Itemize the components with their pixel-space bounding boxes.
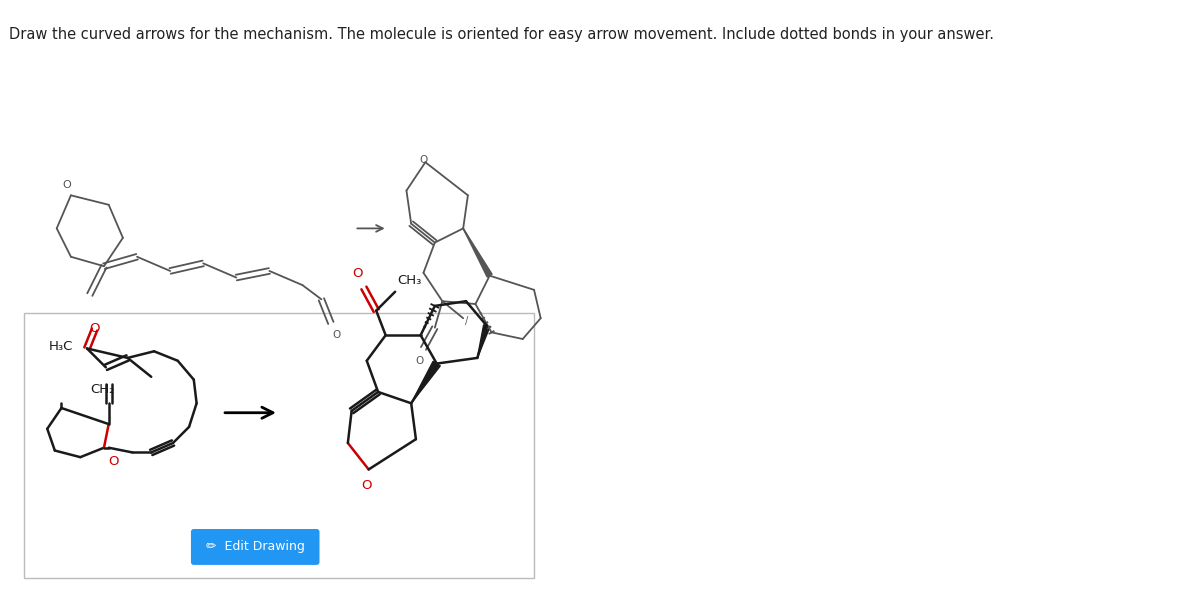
Polygon shape: [412, 361, 440, 403]
Polygon shape: [478, 325, 490, 358]
Text: Draw the curved arrows for the mechanism. The molecule is oriented for easy arro: Draw the curved arrows for the mechanism…: [10, 27, 995, 42]
Text: ✏  Edit Drawing: ✏ Edit Drawing: [205, 540, 305, 554]
Text: O: O: [352, 267, 362, 280]
Text: O: O: [332, 329, 341, 340]
Text: O: O: [415, 356, 424, 366]
Text: O: O: [108, 456, 119, 468]
Text: O: O: [89, 322, 100, 335]
Text: O: O: [62, 180, 72, 189]
Text: H₃C: H₃C: [49, 340, 73, 353]
FancyBboxPatch shape: [24, 314, 534, 578]
Text: O: O: [419, 155, 427, 164]
FancyBboxPatch shape: [191, 529, 319, 565]
Text: CH₃: CH₃: [397, 274, 421, 287]
Text: CH₂: CH₂: [90, 382, 114, 396]
Polygon shape: [463, 228, 492, 277]
Text: /: /: [466, 316, 468, 326]
Text: O: O: [361, 479, 372, 492]
